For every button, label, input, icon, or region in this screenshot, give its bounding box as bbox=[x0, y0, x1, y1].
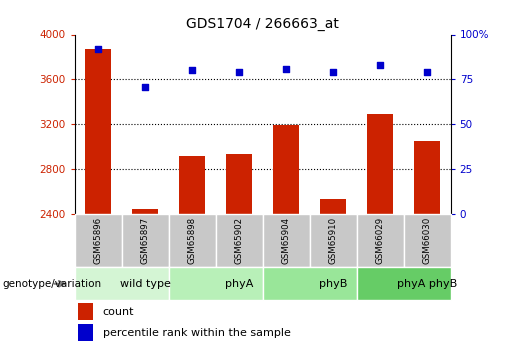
Text: percentile rank within the sample: percentile rank within the sample bbox=[103, 328, 290, 338]
Bar bbox=[320, 199, 346, 214]
Bar bbox=[356, 267, 451, 300]
Text: GSM65904: GSM65904 bbox=[282, 217, 290, 264]
Point bbox=[94, 46, 102, 52]
Point bbox=[329, 69, 337, 75]
Bar bbox=[179, 156, 205, 214]
Bar bbox=[367, 114, 393, 214]
Point bbox=[282, 66, 290, 71]
Bar bbox=[263, 214, 310, 267]
Point bbox=[235, 69, 243, 75]
Bar bbox=[78, 303, 93, 320]
Title: GDS1704 / 266663_at: GDS1704 / 266663_at bbox=[186, 17, 339, 31]
Text: GSM65902: GSM65902 bbox=[235, 217, 244, 264]
Bar bbox=[226, 155, 252, 214]
Bar bbox=[75, 214, 122, 267]
Point bbox=[376, 62, 384, 68]
Text: phyA phyB: phyA phyB bbox=[397, 279, 457, 289]
Text: GSM66030: GSM66030 bbox=[423, 217, 432, 264]
Bar bbox=[85, 49, 111, 214]
Text: phyA: phyA bbox=[225, 279, 253, 289]
Bar bbox=[310, 214, 356, 267]
Bar bbox=[122, 214, 168, 267]
Bar bbox=[404, 214, 451, 267]
Text: genotype/variation: genotype/variation bbox=[3, 279, 101, 289]
Text: GSM65896: GSM65896 bbox=[94, 217, 102, 264]
Bar bbox=[273, 125, 299, 214]
Bar bbox=[168, 267, 263, 300]
Bar bbox=[78, 324, 93, 342]
Text: GSM65897: GSM65897 bbox=[141, 217, 150, 264]
Text: count: count bbox=[103, 307, 134, 317]
Bar bbox=[168, 214, 216, 267]
Text: phyB: phyB bbox=[319, 279, 347, 289]
Bar bbox=[216, 214, 263, 267]
Point bbox=[423, 69, 431, 75]
Bar bbox=[132, 209, 158, 214]
Bar bbox=[263, 267, 356, 300]
Text: GSM66029: GSM66029 bbox=[375, 217, 385, 264]
Bar bbox=[75, 267, 168, 300]
Point bbox=[141, 84, 149, 89]
Text: wild type: wild type bbox=[119, 279, 170, 289]
Point bbox=[188, 68, 196, 73]
Bar bbox=[356, 214, 404, 267]
Bar bbox=[414, 141, 440, 214]
Text: GSM65898: GSM65898 bbox=[187, 217, 197, 264]
Text: GSM65910: GSM65910 bbox=[329, 217, 338, 264]
